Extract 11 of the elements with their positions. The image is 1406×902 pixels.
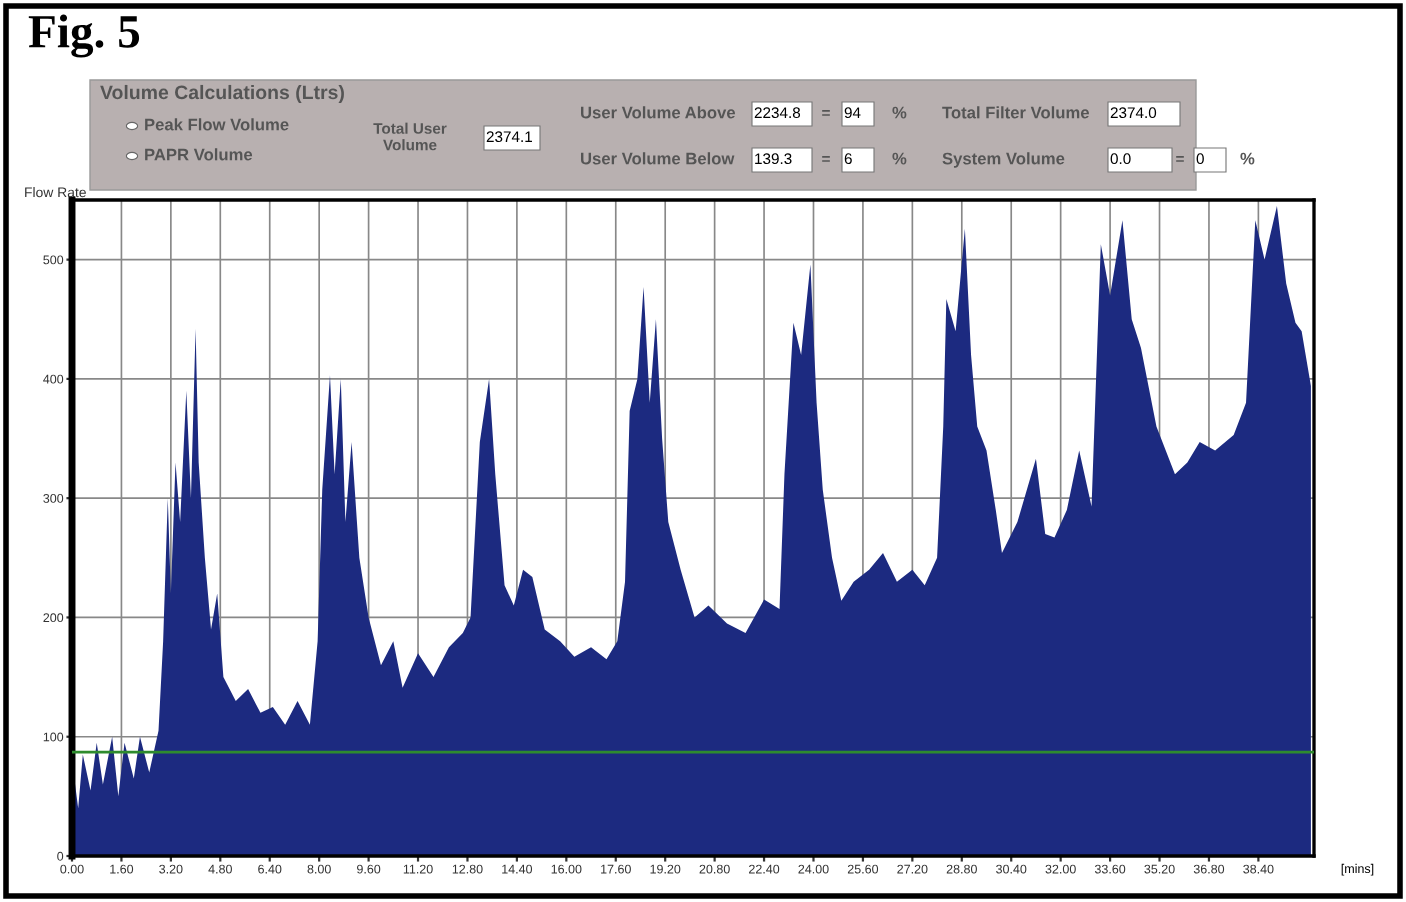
text: Volume Calculations (Ltrs): [100, 84, 344, 104]
text: %: [892, 106, 907, 119]
text: System Volume: [942, 152, 1065, 168]
text: User Volume Above: [581, 106, 736, 119]
text: %: [892, 152, 907, 165]
text: Total Filter Volume: [942, 106, 1089, 119]
text: Peak Flow Volume: [145, 118, 289, 131]
chart-title: Fig. 5: [28, 14, 140, 58]
text: PAPR Volume: [145, 148, 253, 161]
text: %: [1240, 152, 1255, 165]
text: User Volume Below: [581, 152, 735, 165]
